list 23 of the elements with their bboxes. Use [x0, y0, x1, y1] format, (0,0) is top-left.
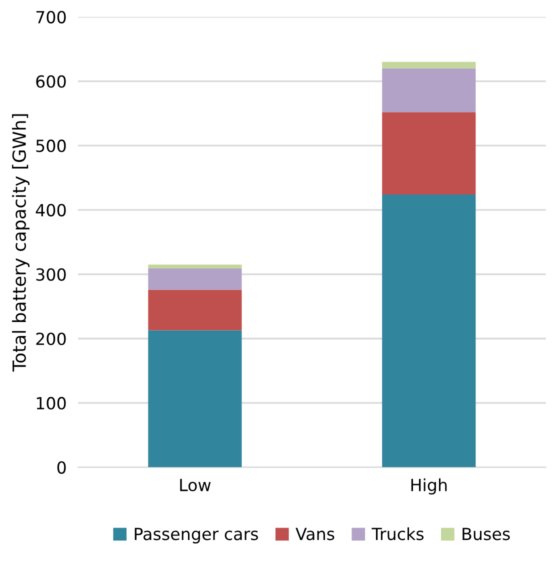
bar	[148, 268, 242, 290]
bar	[148, 264, 242, 268]
bar	[148, 330, 242, 468]
x-tick-label: High	[411, 478, 447, 495]
y-tick-label: 500	[36, 140, 66, 152]
y-tick-label: 700	[36, 10, 66, 24]
y-tick-label: 200	[36, 332, 66, 346]
bar	[382, 194, 476, 468]
bar	[382, 112, 476, 194]
y-tick-label: 0	[57, 461, 66, 474]
legend-label: Buses	[462, 528, 510, 540]
bar	[382, 62, 476, 68]
legend-label: Vans	[296, 528, 334, 540]
y-axis-title: Total battery capacity [GWh]	[12, 114, 30, 372]
legend-label: Trucks	[372, 527, 424, 540]
y-tick-label: 100	[36, 396, 66, 410]
bar	[148, 290, 242, 330]
legend-label: Passenger cars	[134, 528, 258, 544]
x-tick-label: Low	[180, 478, 211, 492]
y-tick-label: 600	[36, 75, 66, 88]
y-tick-label: 300	[36, 268, 66, 281]
y-tick-label: 400	[36, 204, 66, 216]
bar	[382, 68, 476, 112]
